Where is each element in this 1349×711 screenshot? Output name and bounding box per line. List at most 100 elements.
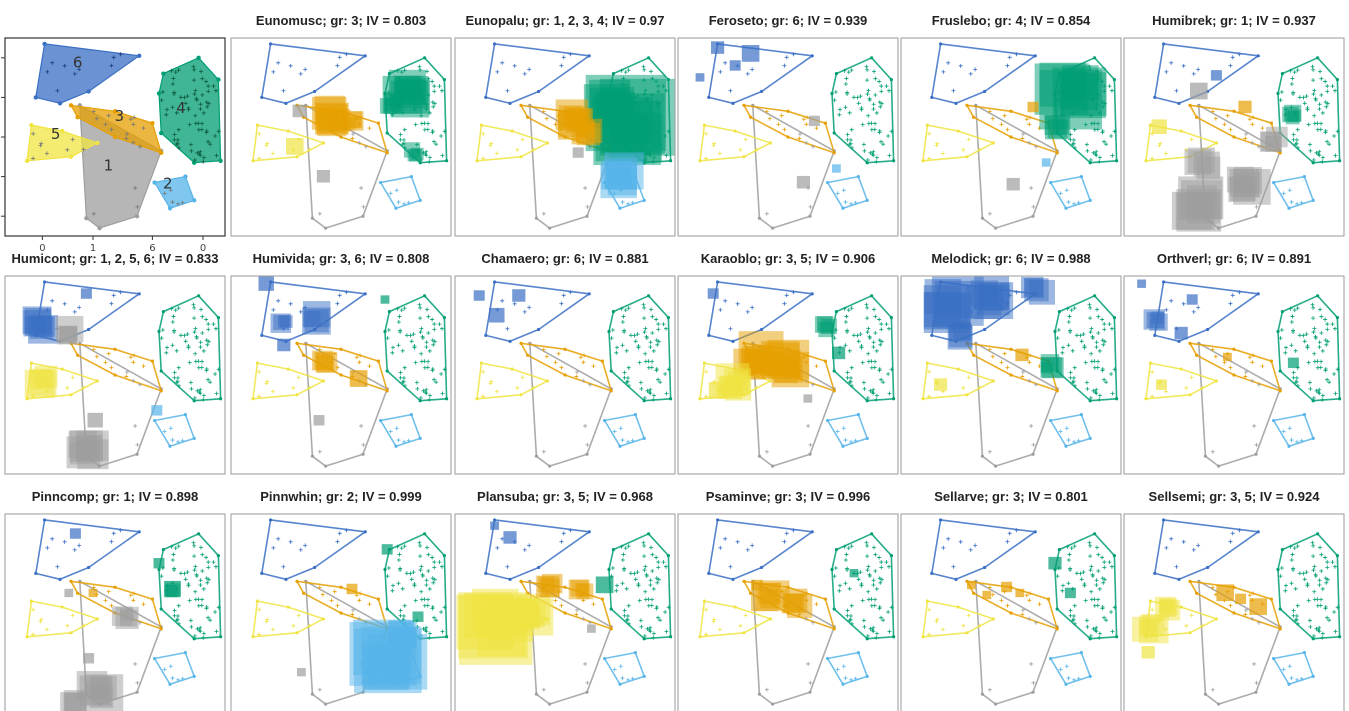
site-mark	[874, 631, 879, 636]
site-mark	[317, 687, 322, 692]
site-mark	[1210, 347, 1215, 352]
hull-vertex	[823, 121, 828, 125]
hull-group-2	[603, 651, 646, 686]
site-mark	[927, 156, 932, 161]
site-mark	[845, 613, 850, 618]
panel-frame	[1123, 275, 1345, 475]
site-mark	[1100, 366, 1105, 371]
site-mark	[135, 442, 140, 447]
site-mark	[426, 568, 431, 573]
site-mark	[363, 144, 368, 149]
site-mark	[858, 570, 863, 575]
hull-vertex	[1311, 674, 1315, 678]
hull-vertex	[972, 353, 976, 357]
site-mark	[842, 544, 847, 549]
site-mark	[265, 379, 270, 384]
site-mark	[204, 576, 209, 581]
hull-group-2	[153, 413, 195, 448]
site-mark	[1109, 610, 1114, 614]
site-mark	[188, 142, 193, 147]
site-mark	[643, 351, 648, 356]
hull-group-4	[158, 57, 222, 164]
site-mark	[174, 618, 179, 623]
hull-group-1	[528, 342, 613, 467]
hull-vertex	[1177, 101, 1181, 105]
hull-vertex	[192, 160, 197, 165]
site-mark	[648, 391, 653, 396]
hull-vertex	[1064, 444, 1068, 448]
hull-vertex	[310, 216, 314, 220]
site-mark	[417, 302, 422, 307]
site-mark	[849, 127, 854, 132]
site-mark	[1289, 676, 1294, 681]
site-mark	[620, 200, 625, 205]
site-mark	[1295, 383, 1300, 388]
site-mark	[425, 127, 430, 132]
hull-vertex	[339, 585, 343, 589]
site-mark	[874, 155, 879, 160]
site-mark	[1191, 547, 1196, 552]
site-mark	[199, 365, 204, 370]
site-mark	[488, 143, 493, 148]
hull-group-6	[930, 519, 1036, 581]
site-mark	[1007, 55, 1012, 60]
site-mark	[886, 326, 891, 331]
site-mark	[946, 60, 951, 65]
site-mark	[1163, 389, 1168, 394]
site-mark	[169, 544, 174, 549]
hull-vertex	[1088, 161, 1092, 165]
site-mark	[1252, 661, 1257, 666]
site-mark	[1087, 302, 1092, 307]
hull-vertex	[508, 101, 512, 105]
site-mark	[871, 107, 876, 112]
hull-vertex	[669, 397, 673, 401]
hull-vertex	[192, 198, 197, 203]
site-mark	[198, 107, 203, 112]
abundance-square-group-3	[88, 588, 98, 598]
site-mark	[170, 343, 175, 348]
hull-vertex	[994, 464, 998, 468]
site-mark	[265, 617, 270, 622]
hull-vertex	[954, 577, 958, 581]
hull-vertex	[870, 56, 874, 60]
x-tick-label: 0	[39, 243, 45, 254]
site-mark	[1169, 60, 1174, 65]
site-mark	[658, 618, 663, 623]
hull-group-4	[1054, 294, 1118, 402]
hull-vertex	[642, 399, 646, 403]
hull-vertex	[1280, 548, 1284, 552]
hull-vertex	[642, 637, 646, 641]
site-mark	[1055, 574, 1060, 579]
abundance-square-group-2	[1041, 158, 1051, 167]
site-mark	[1317, 629, 1322, 634]
site-mark	[505, 326, 510, 331]
hull-vertex	[394, 444, 398, 448]
site-mark	[434, 142, 439, 147]
site-mark	[1299, 676, 1304, 681]
site-mark	[638, 380, 643, 385]
hull-vertex	[965, 393, 969, 397]
hull-vertex	[823, 359, 828, 363]
site-mark	[419, 351, 424, 356]
site-mark	[609, 336, 614, 341]
hull-vertex	[865, 161, 869, 165]
site-mark	[94, 116, 99, 121]
hull-vertex	[830, 91, 834, 96]
hull-group-1	[1198, 342, 1281, 467]
site-mark	[849, 383, 854, 388]
site-mark	[587, 382, 592, 387]
site-mark	[805, 115, 810, 120]
site-mark	[1325, 339, 1330, 344]
abundance-square-group-6	[473, 290, 485, 301]
site-mark	[622, 329, 627, 334]
hull-vertex	[980, 216, 985, 220]
site-mark	[711, 619, 716, 624]
site-mark	[191, 540, 196, 545]
abundance-square-group-3	[1015, 348, 1029, 362]
site-mark	[399, 546, 404, 551]
site-mark	[871, 583, 876, 588]
hull-group-6	[260, 43, 367, 105]
site-mark	[1247, 355, 1252, 360]
site-mark	[1094, 340, 1099, 345]
site-mark	[432, 101, 437, 106]
